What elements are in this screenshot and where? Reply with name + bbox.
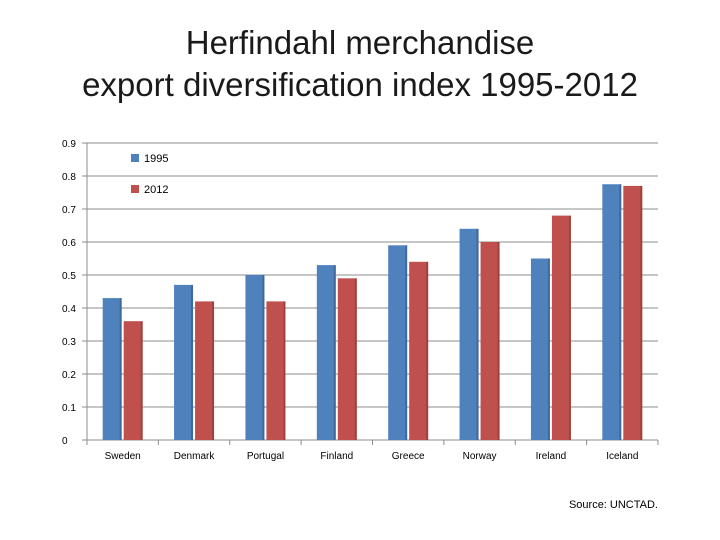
bar-1995-finland xyxy=(316,265,336,440)
bar-2012-portugal xyxy=(266,301,286,440)
bar-1995-sweden xyxy=(102,298,122,440)
bar-shade xyxy=(119,298,122,440)
bar-2012-ireland xyxy=(551,215,571,440)
bar-2012-denmark xyxy=(195,301,215,440)
bar-shade xyxy=(640,185,643,440)
x-tick-label: Sweden xyxy=(105,451,141,462)
y-tick-label: 0.3 xyxy=(62,337,76,348)
bar-shade xyxy=(333,265,336,440)
slide-title-line-2: export diversification index 1995-2012 xyxy=(82,66,638,103)
bar-shade xyxy=(568,215,571,440)
legend-swatch-1995 xyxy=(131,154,139,162)
bar-2012-sweden xyxy=(123,321,143,440)
bar-shade xyxy=(140,321,143,440)
legend-swatch-2012 xyxy=(131,185,139,193)
bar-shade xyxy=(476,228,479,440)
bar-1995-norway xyxy=(459,228,479,440)
bar-1995-portugal xyxy=(245,275,265,440)
y-tick-label: 0.2 xyxy=(62,370,76,381)
x-tick-label: Norway xyxy=(463,451,497,462)
y-tick-label: 0 xyxy=(62,436,68,447)
bar-2012-greece xyxy=(409,261,429,440)
bar-2012-finland xyxy=(337,278,357,440)
bar-1995-greece xyxy=(388,245,408,440)
bar-shade xyxy=(547,258,550,440)
y-tick-label: 0.8 xyxy=(62,172,76,183)
x-tick-label: Iceland xyxy=(606,451,638,462)
y-tick-label: 0.1 xyxy=(62,403,76,414)
y-tick-label: 0.4 xyxy=(62,304,76,315)
bar-shade xyxy=(426,261,429,440)
slide-title: Herfindahl merchandise export diversific… xyxy=(20,22,700,106)
x-tick-label: Denmark xyxy=(174,451,216,462)
bar-shade xyxy=(191,284,194,440)
bar-1995-ireland xyxy=(530,258,550,440)
bar-shade xyxy=(354,278,357,440)
x-tick-label: Finland xyxy=(320,451,353,462)
y-tick-label: 0.5 xyxy=(62,271,76,282)
bar-shade xyxy=(497,242,500,440)
bar-shade xyxy=(283,301,286,440)
bar-2012-iceland xyxy=(623,185,643,440)
y-tick-label: 0.7 xyxy=(62,205,76,216)
source-note: Source: UNCTAD. xyxy=(568,499,658,511)
y-tick-label: 0.6 xyxy=(62,238,76,249)
x-tick-label: Portugal xyxy=(247,451,284,462)
bar-shade xyxy=(262,275,265,440)
bar-shade xyxy=(212,301,215,440)
bar-shade xyxy=(619,184,622,440)
slide-title-line-1: Herfindahl merchandise xyxy=(185,24,535,61)
bar-shade xyxy=(405,245,408,440)
y-tick-label: 0.9 xyxy=(62,139,76,150)
bar-1995-denmark xyxy=(174,284,194,440)
bar-1995-iceland xyxy=(602,184,622,440)
legend-label-2012: 2012 xyxy=(144,184,168,196)
bar-2012-norway xyxy=(480,242,500,440)
x-tick-label: Ireland xyxy=(536,451,567,462)
x-tick-label: Greece xyxy=(392,451,425,462)
legend-label-1995: 1995 xyxy=(144,153,168,165)
